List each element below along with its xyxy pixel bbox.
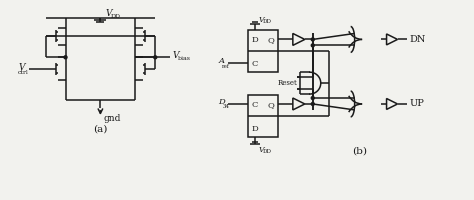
Text: gnd: gnd: [103, 114, 121, 123]
Text: Q: Q: [267, 100, 274, 108]
Text: bias: bias: [178, 56, 191, 60]
Text: UP: UP: [410, 99, 424, 108]
Text: V: V: [259, 145, 264, 153]
Text: D: D: [252, 36, 258, 44]
Text: (b): (b): [352, 145, 367, 154]
Text: DD: DD: [263, 148, 272, 153]
Text: Q: Q: [267, 36, 274, 44]
Bar: [248, 31, 278, 73]
Text: V: V: [259, 15, 264, 23]
Circle shape: [64, 57, 67, 59]
Text: V: V: [105, 9, 112, 18]
Circle shape: [311, 97, 314, 100]
Text: 34: 34: [223, 104, 230, 109]
Text: V: V: [172, 51, 179, 60]
Circle shape: [311, 45, 314, 48]
Text: C: C: [252, 60, 258, 68]
Text: D: D: [219, 98, 225, 105]
Bar: [248, 96, 278, 137]
Circle shape: [154, 57, 157, 59]
Circle shape: [311, 39, 314, 42]
Text: ctrl: ctrl: [18, 69, 28, 74]
Text: D: D: [252, 124, 258, 132]
Text: V: V: [18, 62, 25, 71]
Text: C: C: [252, 100, 258, 108]
Text: DD: DD: [110, 14, 120, 19]
Text: Reset: Reset: [278, 79, 298, 87]
Text: A: A: [219, 57, 225, 65]
Circle shape: [311, 103, 314, 106]
Text: DD: DD: [263, 19, 272, 24]
Text: (a): (a): [93, 124, 108, 133]
Text: ref: ref: [222, 63, 230, 68]
Text: DN: DN: [410, 35, 426, 44]
